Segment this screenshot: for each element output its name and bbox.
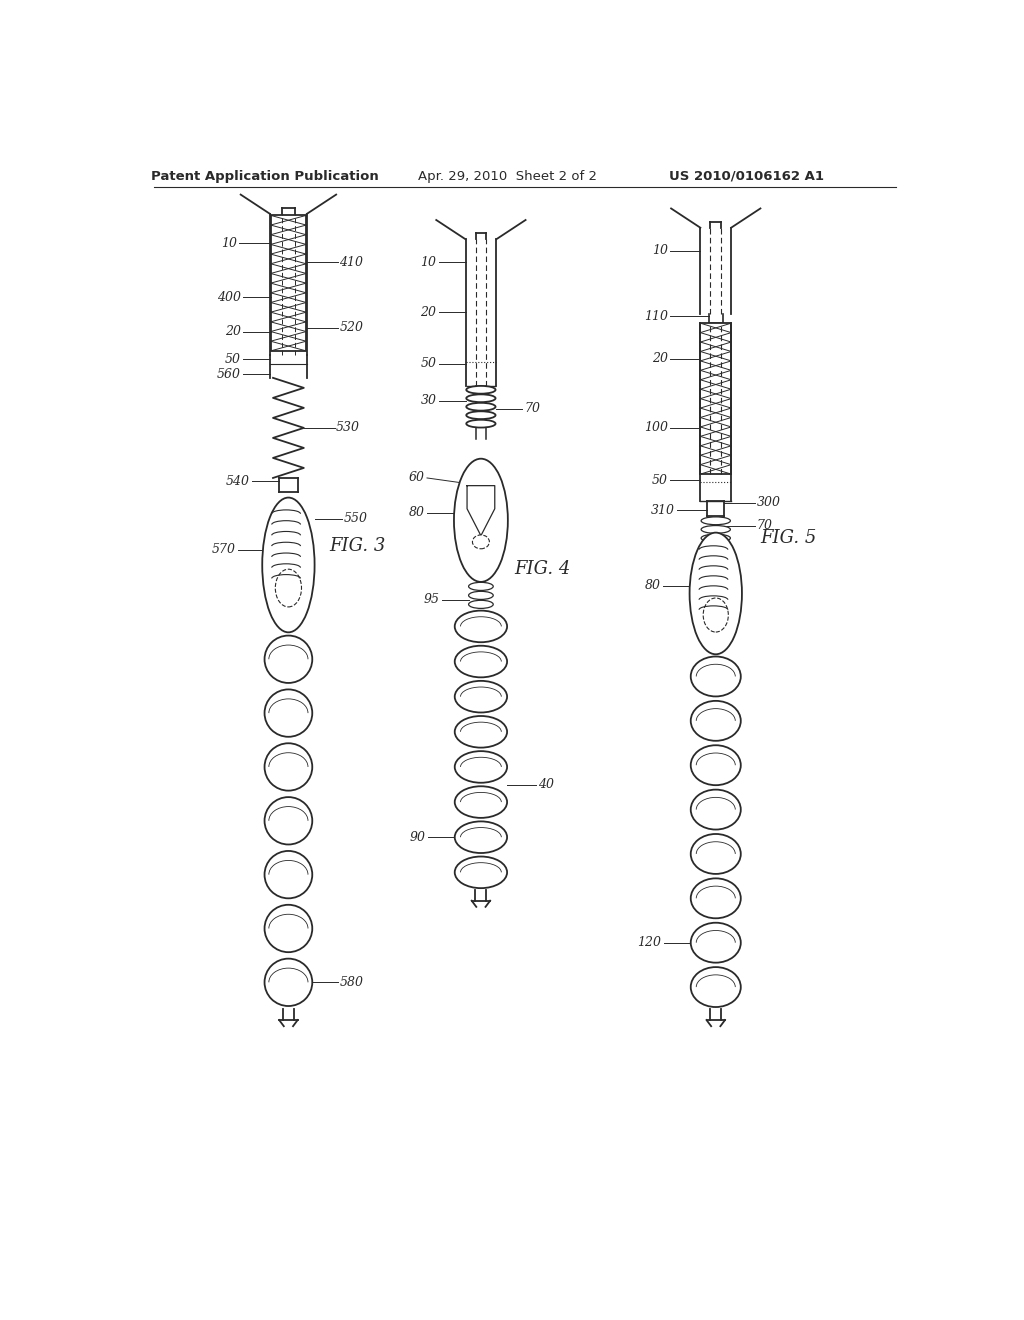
Ellipse shape xyxy=(691,834,740,874)
Ellipse shape xyxy=(691,746,740,785)
Text: US 2010/0106162 A1: US 2010/0106162 A1 xyxy=(669,169,824,182)
Text: 560: 560 xyxy=(217,367,241,380)
Text: 120: 120 xyxy=(638,936,662,949)
Ellipse shape xyxy=(469,582,494,590)
Text: 80: 80 xyxy=(644,579,660,593)
Text: 520: 520 xyxy=(339,321,364,334)
Ellipse shape xyxy=(691,968,740,1007)
Text: 10: 10 xyxy=(420,256,436,269)
Text: 80: 80 xyxy=(409,506,425,519)
Text: 550: 550 xyxy=(344,512,368,525)
Ellipse shape xyxy=(472,535,489,549)
Text: 20: 20 xyxy=(420,306,436,319)
Ellipse shape xyxy=(264,851,312,899)
Ellipse shape xyxy=(466,420,496,428)
Ellipse shape xyxy=(264,904,312,952)
Ellipse shape xyxy=(455,857,507,888)
Text: 110: 110 xyxy=(644,310,668,323)
Text: 10: 10 xyxy=(652,244,668,257)
Ellipse shape xyxy=(701,525,730,533)
Ellipse shape xyxy=(689,532,742,655)
Text: 40: 40 xyxy=(538,777,554,791)
Ellipse shape xyxy=(455,645,507,677)
Ellipse shape xyxy=(264,689,312,737)
Text: 90: 90 xyxy=(410,830,425,843)
Ellipse shape xyxy=(691,878,740,919)
Text: 530: 530 xyxy=(336,421,360,434)
Ellipse shape xyxy=(466,403,496,411)
Text: 50: 50 xyxy=(224,352,241,366)
Ellipse shape xyxy=(469,591,494,599)
Text: Patent Application Publication: Patent Application Publication xyxy=(152,169,379,182)
Ellipse shape xyxy=(454,459,508,582)
Ellipse shape xyxy=(455,821,507,853)
Text: 400: 400 xyxy=(217,290,241,304)
Text: 10: 10 xyxy=(221,236,238,249)
Ellipse shape xyxy=(691,701,740,741)
Ellipse shape xyxy=(691,923,740,962)
Text: 95: 95 xyxy=(423,593,439,606)
Ellipse shape xyxy=(264,743,312,791)
Ellipse shape xyxy=(455,611,507,643)
Text: 570: 570 xyxy=(211,543,236,556)
Ellipse shape xyxy=(691,789,740,829)
Ellipse shape xyxy=(466,395,496,403)
Ellipse shape xyxy=(701,543,730,550)
Text: 30: 30 xyxy=(421,395,437,408)
Ellipse shape xyxy=(691,656,740,697)
Ellipse shape xyxy=(469,601,494,609)
Text: 300: 300 xyxy=(757,496,780,510)
Text: 310: 310 xyxy=(651,504,675,517)
Text: 410: 410 xyxy=(339,256,364,269)
Text: 50: 50 xyxy=(420,358,436,371)
Text: 100: 100 xyxy=(644,421,668,434)
Ellipse shape xyxy=(455,681,507,713)
Text: 60: 60 xyxy=(409,471,425,484)
Text: FIG. 5: FIG. 5 xyxy=(761,529,817,548)
Text: 70: 70 xyxy=(757,519,772,532)
Bar xyxy=(700,323,731,474)
Ellipse shape xyxy=(455,715,507,747)
Text: Apr. 29, 2010  Sheet 2 of 2: Apr. 29, 2010 Sheet 2 of 2 xyxy=(419,169,597,182)
Ellipse shape xyxy=(466,385,496,393)
Ellipse shape xyxy=(455,751,507,783)
Ellipse shape xyxy=(701,517,730,524)
Ellipse shape xyxy=(264,797,312,845)
Ellipse shape xyxy=(455,787,507,818)
Ellipse shape xyxy=(264,635,312,682)
Ellipse shape xyxy=(264,958,312,1006)
Bar xyxy=(270,215,306,351)
Text: 50: 50 xyxy=(652,474,668,487)
Text: 580: 580 xyxy=(339,975,364,989)
Text: FIG. 3: FIG. 3 xyxy=(330,537,386,556)
Text: 20: 20 xyxy=(652,352,668,366)
Text: FIG. 4: FIG. 4 xyxy=(514,560,570,578)
Ellipse shape xyxy=(701,535,730,543)
Ellipse shape xyxy=(466,412,496,418)
Text: 20: 20 xyxy=(224,325,241,338)
Text: 70: 70 xyxy=(524,403,541,416)
Ellipse shape xyxy=(262,498,314,632)
Text: 540: 540 xyxy=(226,474,250,487)
